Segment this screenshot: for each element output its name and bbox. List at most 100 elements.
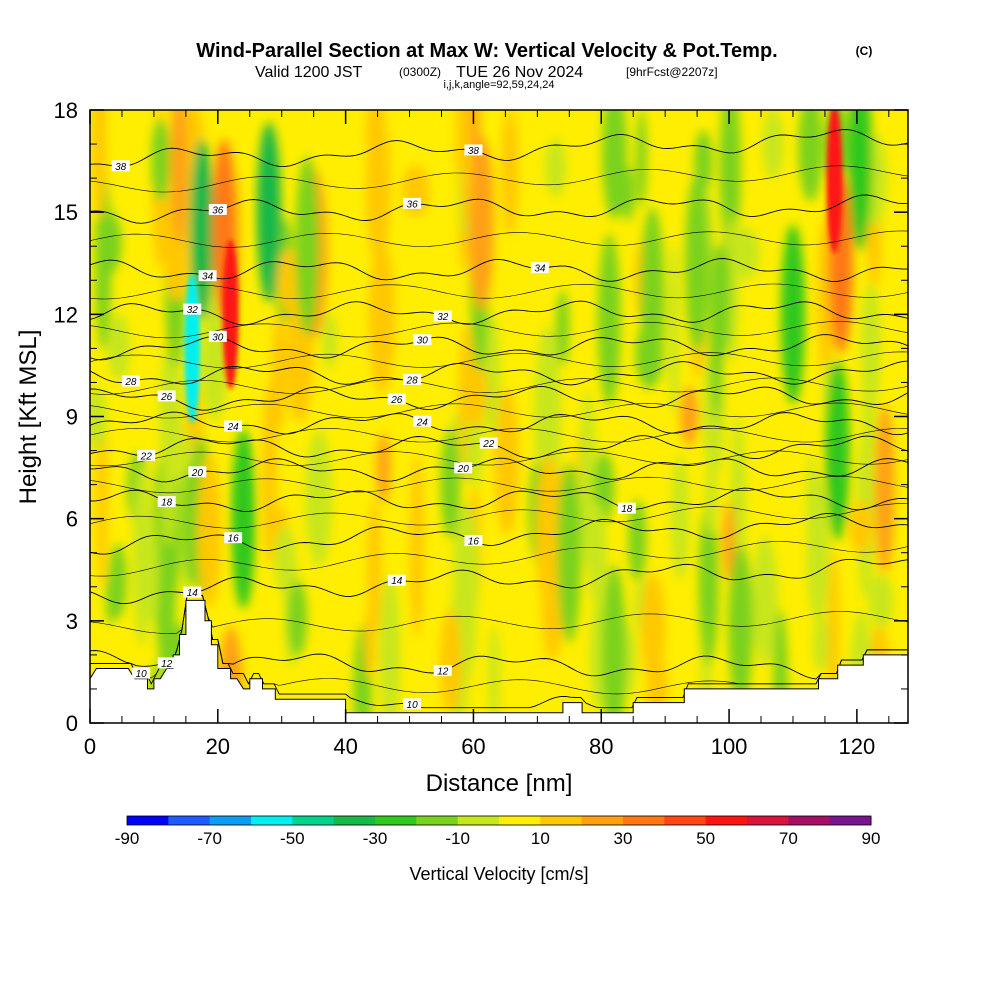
contour-label-bg: [157, 657, 176, 669]
contour-label-bg: [183, 586, 202, 598]
w-cell: [806, 453, 818, 553]
x-axis-label: Distance [nm]: [426, 770, 573, 797]
contour-label: 34: [534, 264, 546, 275]
contour-label-bg: [530, 262, 549, 274]
w-cell: [97, 211, 122, 274]
theta-contour-line: [90, 457, 908, 483]
contour-label-bg: [387, 393, 406, 405]
colorbar-swatch: [127, 816, 169, 825]
contour-label-bg: [111, 160, 130, 172]
chart-title: Wind-Parallel Section at Max W: Vertical…: [196, 40, 777, 62]
w-feature: [295, 156, 320, 337]
w-cell: [732, 227, 760, 280]
colorbar-swatch: [333, 816, 376, 825]
contour-label: 12: [437, 667, 449, 678]
w-cell: [719, 110, 742, 251]
contour-label: 38: [115, 162, 127, 173]
w-cell: [874, 405, 895, 574]
w-cell: [488, 625, 500, 723]
contour-label: 18: [621, 504, 633, 515]
subtitle-valid: Valid 1200 JST: [255, 64, 363, 81]
w-cell: [482, 315, 501, 437]
w-cell: [680, 386, 699, 446]
colorbar-tick-label: 30: [614, 829, 633, 848]
contour-label-bg: [183, 303, 202, 315]
contour-label-bg: [403, 373, 422, 385]
w-cell: [602, 110, 627, 220]
contour-label-bg: [188, 466, 207, 478]
terrain-profile: [89, 599, 909, 724]
title-copyright-mark: (C): [856, 44, 873, 58]
colorbar-swatch: [540, 816, 583, 825]
w-cell: [409, 455, 424, 638]
contour-label-bg: [121, 375, 140, 387]
theta-contour-line: [90, 300, 908, 326]
w-cell: [723, 501, 736, 582]
w-cell: [148, 526, 159, 625]
w-cell: [494, 388, 520, 536]
colorbar-swatch: [251, 816, 293, 825]
contour-label: 32: [187, 305, 199, 316]
w-cell: [705, 461, 718, 537]
theta-contour-line: [90, 377, 908, 395]
w-feature: [848, 110, 873, 252]
contour-label: 16: [468, 537, 480, 548]
w-cell: [440, 429, 461, 539]
theta-contour-line: [90, 321, 908, 339]
x-tick-label: 40: [333, 734, 357, 759]
w-feature: [640, 207, 665, 388]
theta-contour-line: [90, 450, 908, 467]
contour-label: 30: [212, 332, 224, 343]
contour-label: 28: [406, 375, 419, 386]
contour-label-bg: [454, 462, 473, 474]
colorbar-swatch: [416, 816, 459, 825]
w-cell: [271, 314, 287, 431]
w-cell: [379, 574, 401, 723]
y-tick-label: 9: [66, 405, 78, 430]
w-cell: [461, 110, 472, 225]
colorbar-swatch: [581, 816, 624, 825]
contour-label-bg: [157, 496, 176, 508]
colorbar-frame: [126, 815, 872, 826]
colorbar-tick-label: 10: [531, 829, 550, 848]
theta-contour-line: [90, 165, 908, 193]
y-tick-label: 6: [66, 507, 78, 532]
y-tick-label: 15: [54, 200, 78, 225]
colorbar-tick-label: -90: [115, 829, 140, 848]
w-cell: [108, 543, 127, 619]
y-tick-label: 3: [66, 609, 78, 634]
contour-label-bg: [387, 574, 406, 586]
contour-label-bg: [464, 535, 483, 547]
w-cell: [151, 118, 170, 202]
subtitle-utc: (0300Z): [399, 65, 441, 79]
contour-label-bg: [198, 270, 217, 282]
theta-contour-line: [90, 129, 908, 168]
contour-label: 26: [390, 395, 403, 406]
y-tick-label: 0: [66, 711, 78, 736]
contour-label: 32: [437, 312, 449, 323]
contour-label-bg: [208, 203, 227, 215]
contour-label: 22: [482, 439, 495, 450]
w-cell: [869, 574, 894, 628]
theta-contour-line: [90, 435, 908, 460]
colorbar-swatch: [747, 816, 789, 825]
w-cell: [197, 454, 222, 608]
theta-contour-line: [90, 283, 908, 300]
w-cell: [762, 110, 784, 180]
w-cell: [640, 572, 666, 682]
colorbar-swatch: [623, 816, 665, 825]
contour-label: 12: [161, 659, 173, 670]
w-cell: [709, 243, 724, 421]
w-feature: [602, 564, 627, 723]
w-cell: [556, 289, 570, 366]
w-feature: [825, 360, 850, 541]
w-cell: [170, 110, 188, 244]
contour-label: 10: [136, 669, 148, 680]
theta-contour-line: [90, 258, 908, 282]
w-cell: [812, 616, 830, 672]
contour-label-bg: [433, 310, 452, 322]
w-cell: [92, 110, 107, 221]
contour-label-bg: [464, 144, 483, 156]
w-cell: [368, 242, 396, 394]
